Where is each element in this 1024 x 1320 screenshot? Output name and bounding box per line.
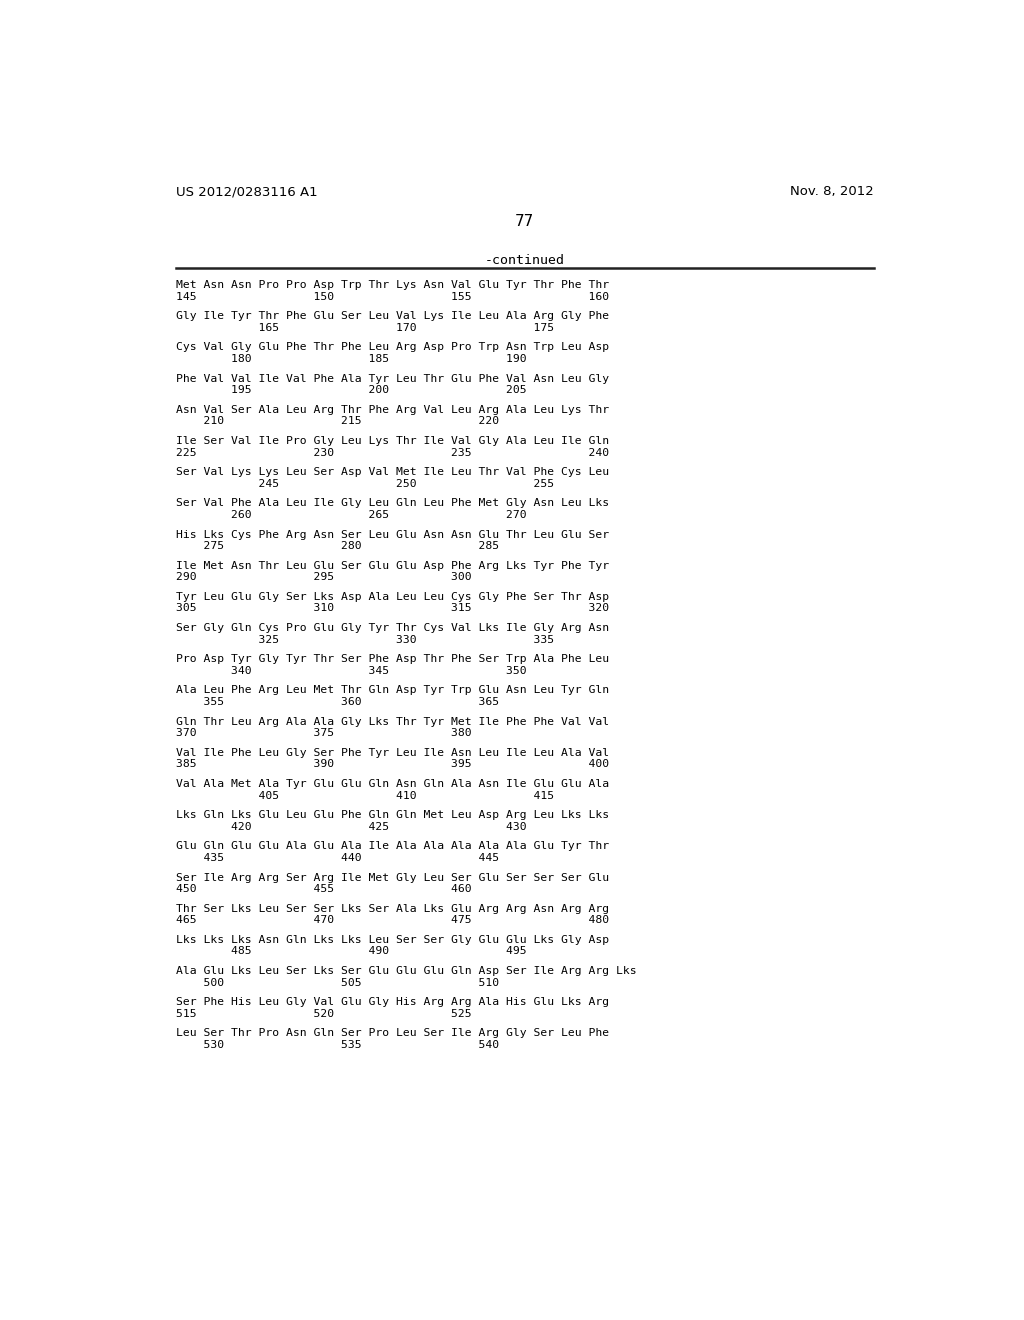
Text: 385                 390                 395                 400: 385 390 395 400 xyxy=(176,759,609,770)
Text: 450                 455                 460: 450 455 460 xyxy=(176,884,472,894)
Text: US 2012/0283116 A1: US 2012/0283116 A1 xyxy=(176,185,317,198)
Text: Tyr Leu Glu Gly Ser Lks Asp Ala Leu Leu Cys Gly Phe Ser Thr Asp: Tyr Leu Glu Gly Ser Lks Asp Ala Leu Leu … xyxy=(176,591,609,602)
Text: 465                 470                 475                 480: 465 470 475 480 xyxy=(176,915,609,925)
Text: 165                 170                 175: 165 170 175 xyxy=(176,323,554,333)
Text: Pro Asp Tyr Gly Tyr Thr Ser Phe Asp Thr Phe Ser Trp Ala Phe Leu: Pro Asp Tyr Gly Tyr Thr Ser Phe Asp Thr … xyxy=(176,655,609,664)
Text: Lks Gln Lks Glu Leu Glu Phe Gln Gln Met Leu Asp Arg Leu Lks Lks: Lks Gln Lks Glu Leu Glu Phe Gln Gln Met … xyxy=(176,810,609,820)
Text: 325                 330                 335: 325 330 335 xyxy=(176,635,554,644)
Text: Phe Val Val Ile Val Phe Ala Tyr Leu Thr Glu Phe Val Asn Leu Gly: Phe Val Val Ile Val Phe Ala Tyr Leu Thr … xyxy=(176,374,609,384)
Text: Asn Val Ser Ala Leu Arg Thr Phe Arg Val Leu Arg Ala Leu Lys Thr: Asn Val Ser Ala Leu Arg Thr Phe Arg Val … xyxy=(176,405,609,414)
Text: Met Asn Asn Pro Pro Asp Trp Thr Lys Asn Val Glu Tyr Thr Phe Thr: Met Asn Asn Pro Pro Asp Trp Thr Lys Asn … xyxy=(176,280,609,290)
Text: Gln Thr Leu Arg Ala Ala Gly Lks Thr Tyr Met Ile Phe Phe Val Val: Gln Thr Leu Arg Ala Ala Gly Lks Thr Tyr … xyxy=(176,717,609,726)
Text: Ala Glu Lks Leu Ser Lks Ser Glu Glu Glu Gln Asp Ser Ile Arg Arg Lks: Ala Glu Lks Leu Ser Lks Ser Glu Glu Glu … xyxy=(176,966,637,975)
Text: 515                 520                 525: 515 520 525 xyxy=(176,1008,472,1019)
Text: Val Ala Met Ala Tyr Glu Glu Gln Asn Gln Ala Asn Ile Glu Glu Ala: Val Ala Met Ala Tyr Glu Glu Gln Asn Gln … xyxy=(176,779,609,789)
Text: 435                 440                 445: 435 440 445 xyxy=(176,853,499,863)
Text: 225                 230                 235                 240: 225 230 235 240 xyxy=(176,447,609,458)
Text: Ser Val Phe Ala Leu Ile Gly Leu Gln Leu Phe Met Gly Asn Leu Lks: Ser Val Phe Ala Leu Ile Gly Leu Gln Leu … xyxy=(176,499,609,508)
Text: 260                 265                 270: 260 265 270 xyxy=(176,510,526,520)
Text: 245                 250                 255: 245 250 255 xyxy=(176,479,554,488)
Text: Ala Leu Phe Arg Leu Met Thr Gln Asp Tyr Trp Glu Asn Leu Tyr Gln: Ala Leu Phe Arg Leu Met Thr Gln Asp Tyr … xyxy=(176,685,609,696)
Text: 180                 185                 190: 180 185 190 xyxy=(176,354,526,364)
Text: 210                 215                 220: 210 215 220 xyxy=(176,416,499,426)
Text: 500                 505                 510: 500 505 510 xyxy=(176,978,499,987)
Text: Ser Phe His Leu Gly Val Glu Gly His Arg Arg Ala His Glu Lks Arg: Ser Phe His Leu Gly Val Glu Gly His Arg … xyxy=(176,998,609,1007)
Text: Thr Ser Lks Leu Ser Ser Lks Ser Ala Lks Glu Arg Arg Asn Arg Arg: Thr Ser Lks Leu Ser Ser Lks Ser Ala Lks … xyxy=(176,904,609,913)
Text: Ser Val Lys Lys Leu Ser Asp Val Met Ile Leu Thr Val Phe Cys Leu: Ser Val Lys Lys Leu Ser Asp Val Met Ile … xyxy=(176,467,609,477)
Text: 485                 490                 495: 485 490 495 xyxy=(176,946,526,957)
Text: 405                 410                 415: 405 410 415 xyxy=(176,791,554,800)
Text: 195                 200                 205: 195 200 205 xyxy=(176,385,526,395)
Text: 420                 425                 430: 420 425 430 xyxy=(176,822,526,832)
Text: -continued: -continued xyxy=(484,253,565,267)
Text: Ser Ile Arg Arg Ser Arg Ile Met Gly Leu Ser Glu Ser Ser Ser Glu: Ser Ile Arg Arg Ser Arg Ile Met Gly Leu … xyxy=(176,873,609,883)
Text: 370                 375                 380: 370 375 380 xyxy=(176,729,472,738)
Text: Glu Gln Glu Glu Ala Glu Ala Ile Ala Ala Ala Ala Ala Glu Tyr Thr: Glu Gln Glu Glu Ala Glu Ala Ile Ala Ala … xyxy=(176,841,609,851)
Text: Ile Ser Val Ile Pro Gly Leu Lys Thr Ile Val Gly Ala Leu Ile Gln: Ile Ser Val Ile Pro Gly Leu Lys Thr Ile … xyxy=(176,436,609,446)
Text: Ile Met Asn Thr Leu Glu Ser Glu Glu Asp Phe Arg Lks Tyr Phe Tyr: Ile Met Asn Thr Leu Glu Ser Glu Glu Asp … xyxy=(176,561,609,570)
Text: Gly Ile Tyr Thr Phe Glu Ser Leu Val Lys Ile Leu Ala Arg Gly Phe: Gly Ile Tyr Thr Phe Glu Ser Leu Val Lys … xyxy=(176,312,609,321)
Text: His Lks Cys Phe Arg Asn Ser Leu Glu Asn Asn Glu Thr Leu Glu Ser: His Lks Cys Phe Arg Asn Ser Leu Glu Asn … xyxy=(176,529,609,540)
Text: 340                 345                 350: 340 345 350 xyxy=(176,665,526,676)
Text: 77: 77 xyxy=(515,214,535,228)
Text: Cys Val Gly Glu Phe Thr Phe Leu Arg Asp Pro Trp Asn Trp Leu Asp: Cys Val Gly Glu Phe Thr Phe Leu Arg Asp … xyxy=(176,342,609,352)
Text: Ser Gly Gln Cys Pro Glu Gly Tyr Thr Cys Val Lks Ile Gly Arg Asn: Ser Gly Gln Cys Pro Glu Gly Tyr Thr Cys … xyxy=(176,623,609,634)
Text: 290                 295                 300: 290 295 300 xyxy=(176,573,472,582)
Text: 355                 360                 365: 355 360 365 xyxy=(176,697,499,708)
Text: Lks Lks Lks Asn Gln Lks Lks Leu Ser Ser Gly Glu Glu Lks Gly Asp: Lks Lks Lks Asn Gln Lks Lks Leu Ser Ser … xyxy=(176,935,609,945)
Text: Nov. 8, 2012: Nov. 8, 2012 xyxy=(790,185,873,198)
Text: 145                 150                 155                 160: 145 150 155 160 xyxy=(176,292,609,301)
Text: 305                 310                 315                 320: 305 310 315 320 xyxy=(176,603,609,614)
Text: Val Ile Phe Leu Gly Ser Phe Tyr Leu Ile Asn Leu Ile Leu Ala Val: Val Ile Phe Leu Gly Ser Phe Tyr Leu Ile … xyxy=(176,748,609,758)
Text: 275                 280                 285: 275 280 285 xyxy=(176,541,499,550)
Text: Leu Ser Thr Pro Asn Gln Ser Pro Leu Ser Ile Arg Gly Ser Leu Phe: Leu Ser Thr Pro Asn Gln Ser Pro Leu Ser … xyxy=(176,1028,609,1039)
Text: 530                 535                 540: 530 535 540 xyxy=(176,1040,499,1049)
